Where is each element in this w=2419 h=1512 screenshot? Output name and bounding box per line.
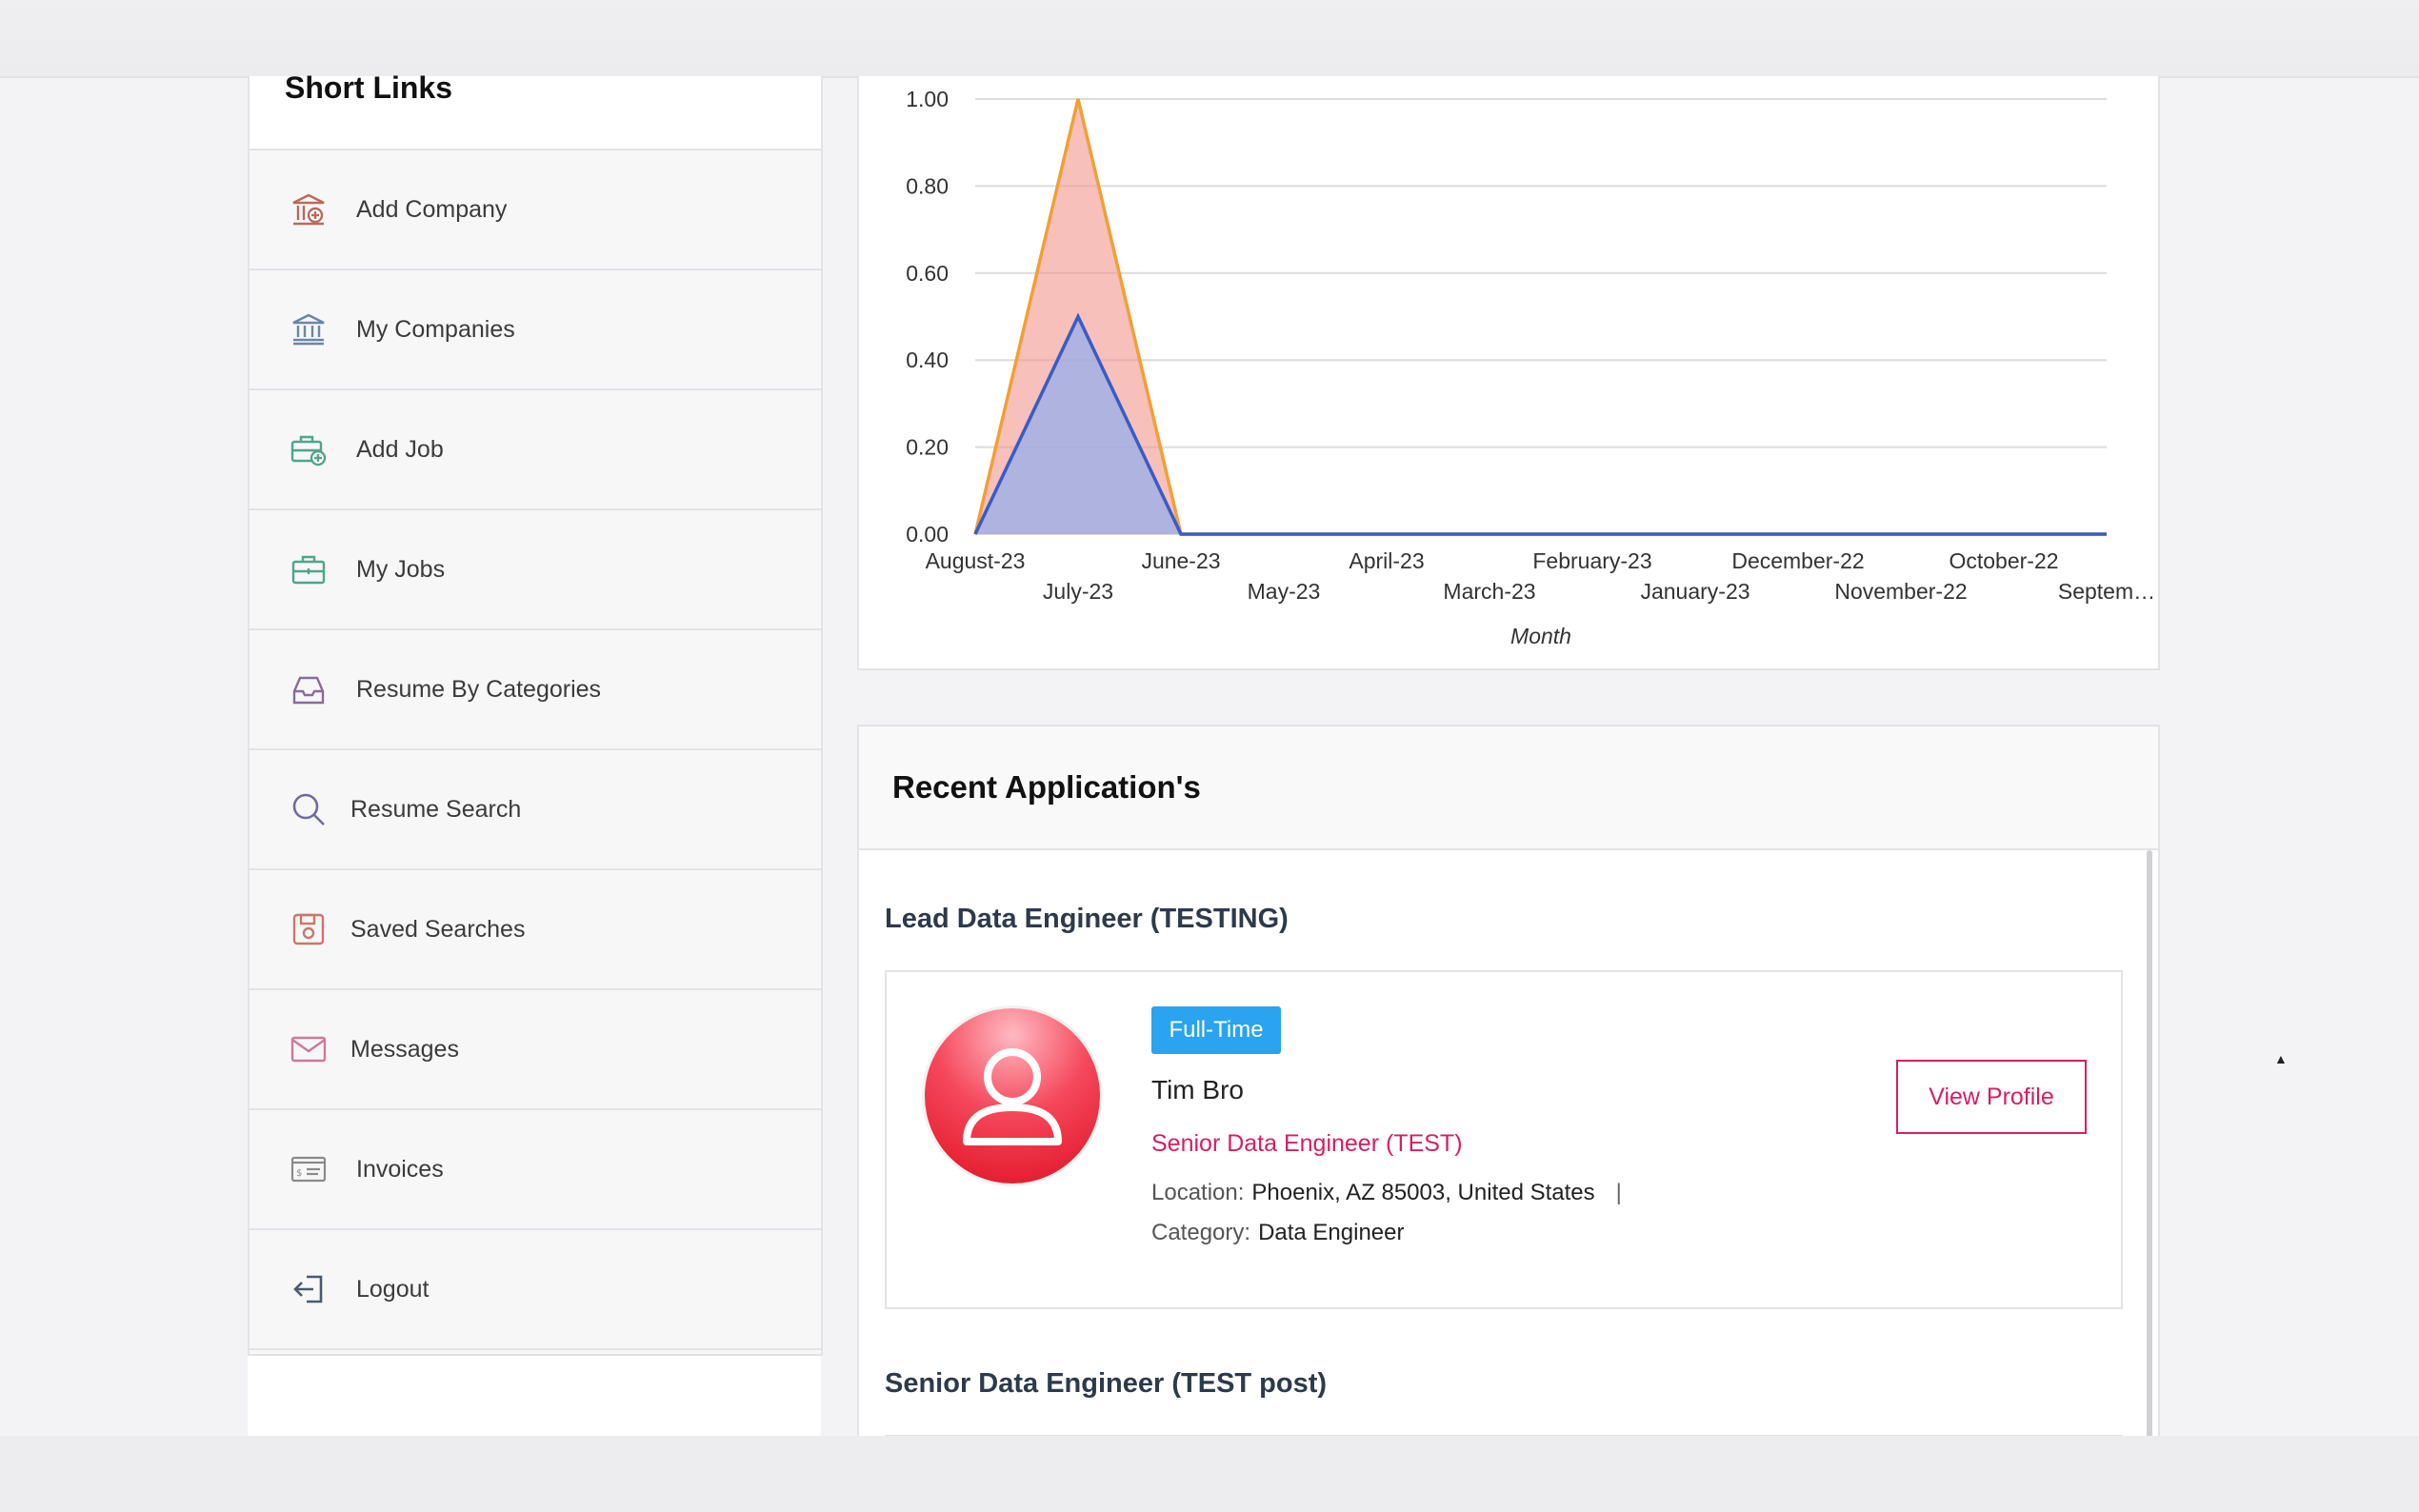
x-tick-label: July-23 bbox=[1043, 579, 1113, 604]
sidebar-item-label: Add Job bbox=[356, 435, 444, 463]
sidebar-item-label: Add Company bbox=[356, 195, 508, 223]
y-tick-label: 0.00 bbox=[906, 522, 949, 547]
user-icon bbox=[963, 1048, 1062, 1145]
x-tick-label: December-22 bbox=[1731, 548, 1864, 573]
x-tick-label: April-23 bbox=[1349, 548, 1424, 573]
mouse-cursor: ▲ bbox=[2274, 1051, 2288, 1066]
sidebar-item-saved-searches[interactable]: Saved Searches bbox=[250, 870, 821, 990]
y-tick-label: 0.20 bbox=[906, 435, 949, 460]
application-item bbox=[885, 1435, 2123, 1436]
x-tick-label: March-23 bbox=[1443, 579, 1535, 604]
add-company-icon bbox=[290, 190, 328, 229]
job-title-link[interactable]: Senior Data Engineer (TEST post) bbox=[885, 1368, 1328, 1399]
sidebar-item-label: Resume Search bbox=[350, 795, 522, 823]
sidebar-item-label: Resume By Categories bbox=[356, 675, 602, 703]
sidebar-item-label: My Companies bbox=[356, 315, 515, 343]
x-tick-label: August-23 bbox=[926, 548, 1026, 573]
short-links-card: Short Links Add Company My Companies bbox=[248, 72, 823, 1356]
recent-applications-header: Recent Application's bbox=[859, 726, 2158, 850]
sidebar-item-label: Invoices bbox=[356, 1155, 444, 1183]
sidebar-item-label: Logout bbox=[356, 1275, 430, 1303]
sidebar-item-label: Saved Searches bbox=[350, 915, 526, 943]
search-icon bbox=[290, 790, 328, 828]
short-links-title: Short Links bbox=[285, 70, 453, 105]
y-tick-label: 0.80 bbox=[906, 173, 949, 198]
briefcase-icon bbox=[290, 550, 328, 588]
meta-separator: | bbox=[1615, 1180, 1622, 1205]
sidebar-item-resume-by-categories[interactable]: Resume By Categories bbox=[250, 630, 821, 750]
x-tick-label: February-23 bbox=[1532, 548, 1651, 573]
svg-text:$: $ bbox=[296, 1168, 302, 1179]
y-tick-label: 0.40 bbox=[906, 348, 949, 372]
y-tick-label: 1.00 bbox=[906, 87, 949, 111]
application-item: Full-Time Tim Bro Senior Data Engineer (… bbox=[885, 970, 2123, 1309]
view-profile-button[interactable]: View Profile bbox=[1896, 1060, 2087, 1134]
applicant-location: Location: Phoenix, AZ 85003, United State… bbox=[1151, 1180, 1622, 1206]
x-tick-label: October-22 bbox=[1949, 548, 2058, 573]
add-briefcase-icon bbox=[290, 430, 328, 468]
envelope-icon bbox=[290, 1030, 328, 1068]
job-title-link[interactable]: Lead Data Engineer (TESTING) bbox=[885, 904, 1289, 934]
sidebar: Short Links Add Company My Companies bbox=[248, 72, 823, 1436]
bank-icon bbox=[290, 310, 328, 348]
category-value: Data Engineer bbox=[1258, 1220, 1405, 1245]
y-tick-label: 0.60 bbox=[906, 261, 949, 286]
x-axis-label: Month bbox=[1510, 624, 1571, 648]
sidebar-item-invoices[interactable]: $ Invoices bbox=[250, 1110, 821, 1230]
location-value: Phoenix, AZ 85003, United States bbox=[1251, 1180, 1595, 1205]
avatar bbox=[925, 1008, 1100, 1184]
series-line bbox=[973, 312, 2107, 536]
sidebar-item-resume-search[interactable]: Resume Search bbox=[250, 750, 821, 870]
x-tick-label: January-23 bbox=[1640, 579, 1749, 604]
x-tick-label: November-22 bbox=[1834, 579, 1967, 604]
x-tick-label: June-23 bbox=[1141, 548, 1220, 573]
sidebar-item-messages[interactable]: Messages bbox=[250, 990, 821, 1110]
applications-chart-card: 0.00 0.20 0.40 0.60 0.80 1.00 August-23 July-23… bbox=[857, 76, 2160, 670]
sidebar-item-add-company[interactable]: Add Company bbox=[250, 150, 821, 270]
sidebar-item-add-job[interactable]: Add Job bbox=[250, 390, 821, 510]
job-type-badge: Full-Time bbox=[1151, 1006, 1281, 1054]
logout-icon bbox=[290, 1270, 328, 1308]
applications-area-chart: 0.00 0.20 0.40 0.60 0.80 1.00 August-23 July-23… bbox=[906, 87, 2155, 648]
bottom-bar bbox=[0, 1436, 2419, 1512]
top-bar bbox=[0, 0, 2419, 78]
x-tick-label: Septem… bbox=[2058, 579, 2155, 604]
save-icon bbox=[290, 910, 328, 948]
sidebar-item-logout[interactable]: Logout bbox=[250, 1230, 821, 1350]
sidebar-item-label: My Jobs bbox=[356, 555, 446, 583]
location-label: Location: bbox=[1151, 1180, 1245, 1205]
short-links-header: Short Links bbox=[250, 72, 821, 150]
inbox-tray-icon bbox=[290, 670, 328, 708]
applicant-role[interactable]: Senior Data Engineer (TEST) bbox=[1151, 1130, 1463, 1157]
applicant-name: Tim Bro bbox=[1151, 1075, 1244, 1104]
sidebar-item-my-companies[interactable]: My Companies bbox=[250, 270, 821, 390]
x-tick-label: May-23 bbox=[1248, 579, 1321, 604]
sidebar-item-label: Messages bbox=[350, 1035, 459, 1063]
applicant-category: Category: Data Engineer bbox=[1151, 1220, 1405, 1246]
recent-applications-title: Recent Application's bbox=[892, 769, 1201, 805]
recent-applications-card: Recent Application's Lead Data Engineer … bbox=[857, 725, 2160, 1436]
scrollbar[interactable] bbox=[2147, 850, 2152, 1436]
invoice-icon: $ bbox=[290, 1150, 328, 1188]
category-label: Category: bbox=[1151, 1220, 1251, 1245]
sidebar-item-my-jobs[interactable]: My Jobs bbox=[250, 510, 821, 630]
